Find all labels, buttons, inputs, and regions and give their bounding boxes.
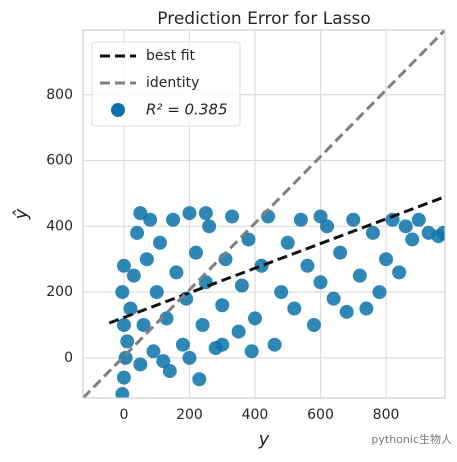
plot-border bbox=[82, 29, 446, 399]
x-tick-label: 0 bbox=[119, 407, 128, 423]
point bbox=[116, 370, 131, 385]
point bbox=[202, 219, 217, 234]
point bbox=[215, 298, 230, 313]
point bbox=[392, 265, 407, 280]
point bbox=[293, 212, 308, 227]
point bbox=[139, 252, 154, 267]
x-tick-label: 200 bbox=[176, 407, 203, 423]
point bbox=[116, 258, 131, 273]
point bbox=[398, 219, 413, 234]
point bbox=[352, 268, 367, 283]
point bbox=[162, 364, 177, 379]
legend-marker bbox=[111, 103, 125, 117]
point bbox=[300, 258, 315, 273]
point bbox=[169, 265, 184, 280]
plot-area bbox=[83, 30, 445, 398]
y-tick-label: 800 bbox=[46, 87, 73, 103]
point bbox=[182, 206, 197, 221]
point bbox=[359, 301, 374, 316]
x-axis-label: y bbox=[258, 429, 270, 450]
legend-label: identity bbox=[146, 75, 199, 91]
point bbox=[130, 225, 145, 240]
point bbox=[156, 354, 171, 369]
point bbox=[133, 206, 148, 221]
point bbox=[118, 350, 133, 365]
point bbox=[143, 212, 158, 227]
y-tick-label: 400 bbox=[46, 218, 73, 234]
point bbox=[244, 344, 259, 359]
point bbox=[320, 219, 335, 234]
point bbox=[126, 268, 141, 283]
point bbox=[115, 285, 130, 300]
point bbox=[115, 387, 130, 398]
point bbox=[234, 278, 249, 293]
point bbox=[198, 206, 213, 221]
point bbox=[175, 337, 190, 352]
point bbox=[365, 225, 380, 240]
point bbox=[372, 285, 387, 300]
point bbox=[254, 258, 269, 273]
point bbox=[436, 225, 445, 240]
point bbox=[116, 317, 131, 332]
point bbox=[120, 334, 135, 349]
point bbox=[346, 212, 361, 227]
point bbox=[123, 301, 138, 316]
point bbox=[215, 337, 230, 352]
point bbox=[241, 232, 256, 247]
point bbox=[182, 350, 197, 365]
point bbox=[339, 304, 354, 319]
point bbox=[189, 245, 204, 260]
point bbox=[274, 285, 289, 300]
point bbox=[313, 275, 328, 290]
point bbox=[146, 344, 161, 359]
y-axis-label: ŷ bbox=[11, 208, 32, 220]
point bbox=[133, 357, 148, 372]
point bbox=[231, 324, 246, 339]
x-tick-label: 800 bbox=[373, 407, 400, 423]
point bbox=[247, 311, 262, 326]
point bbox=[267, 337, 282, 352]
point bbox=[280, 235, 295, 250]
point bbox=[306, 317, 321, 332]
point bbox=[136, 317, 151, 332]
legend-label: R² = 0.385 bbox=[146, 101, 227, 119]
point bbox=[379, 252, 394, 267]
point bbox=[225, 209, 240, 224]
point bbox=[159, 311, 174, 326]
point bbox=[152, 235, 167, 250]
legend-box bbox=[91, 41, 241, 127]
point bbox=[333, 245, 348, 260]
y-tick-label: 600 bbox=[46, 153, 73, 169]
point bbox=[149, 285, 164, 300]
point bbox=[166, 212, 181, 227]
point bbox=[405, 232, 420, 247]
legend-label: best fit bbox=[146, 48, 196, 64]
line bbox=[83, 30, 445, 398]
x-tick-label: 600 bbox=[307, 407, 334, 423]
x-tick-label: 400 bbox=[242, 407, 269, 423]
chart-title: Prediction Error for Lasso bbox=[157, 9, 370, 29]
point bbox=[287, 301, 302, 316]
watermark: pythonic生物人 bbox=[371, 432, 452, 446]
point bbox=[192, 372, 207, 387]
y-tick-label: 0 bbox=[64, 350, 73, 366]
point bbox=[195, 317, 210, 332]
point bbox=[411, 212, 426, 227]
point bbox=[326, 291, 341, 306]
y-tick-label: 200 bbox=[46, 284, 73, 300]
point bbox=[313, 209, 328, 224]
